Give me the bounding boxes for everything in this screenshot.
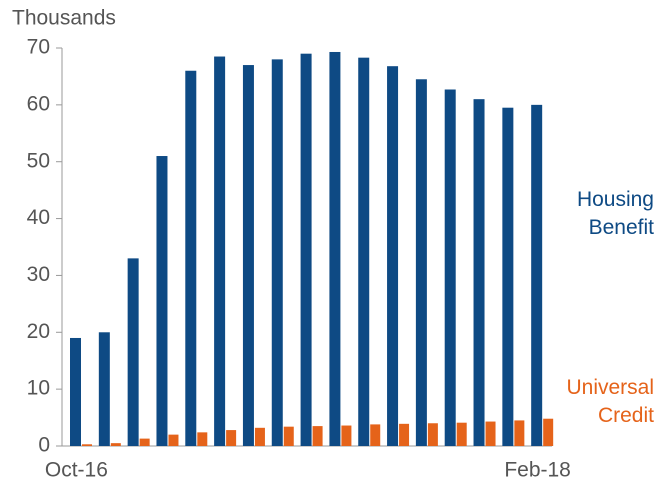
bar	[98, 332, 110, 446]
bar	[254, 427, 265, 446]
legend-uc: Universal Credit	[566, 376, 654, 427]
y-tick-label: 50	[27, 149, 50, 172]
y-tick-label: 70	[27, 36, 50, 59]
bar	[370, 424, 381, 446]
bar	[514, 420, 525, 446]
bar	[283, 426, 294, 446]
x-tick-label: Feb-18	[504, 459, 571, 482]
bar	[341, 425, 352, 446]
bar	[185, 70, 197, 446]
bar	[82, 444, 92, 446]
bar	[271, 59, 283, 446]
bar	[427, 423, 438, 446]
bar	[242, 65, 254, 447]
bar	[197, 432, 208, 446]
y-tick-label: 30	[27, 263, 50, 286]
bar	[156, 156, 168, 446]
bar	[531, 104, 543, 446]
y-tick-label: 0	[38, 434, 50, 457]
legend-housing: Housing Benefit	[576, 188, 654, 239]
bar	[226, 430, 237, 446]
bar	[543, 418, 554, 446]
bar	[502, 107, 514, 446]
bar	[444, 89, 456, 447]
bar	[70, 337, 81, 446]
bar	[329, 51, 341, 446]
bar	[214, 56, 226, 447]
y-tick-label: 20	[27, 320, 50, 343]
bar	[139, 438, 150, 446]
bar	[300, 53, 312, 446]
x-tick-label: Oct-16	[45, 459, 108, 482]
y-tick-label: 60	[27, 92, 50, 115]
bar	[312, 426, 323, 446]
bar	[127, 258, 139, 446]
bar	[110, 443, 121, 446]
bar	[358, 57, 370, 447]
bar	[387, 66, 399, 447]
y-tick-label: 40	[27, 206, 50, 229]
bar	[456, 422, 467, 446]
bar	[473, 99, 485, 447]
y-tick-label: 10	[27, 377, 50, 400]
bar	[485, 421, 496, 446]
bar	[399, 423, 410, 446]
y-axis-label: Thousands	[12, 7, 116, 30]
bar	[415, 79, 427, 447]
bar	[168, 434, 179, 446]
